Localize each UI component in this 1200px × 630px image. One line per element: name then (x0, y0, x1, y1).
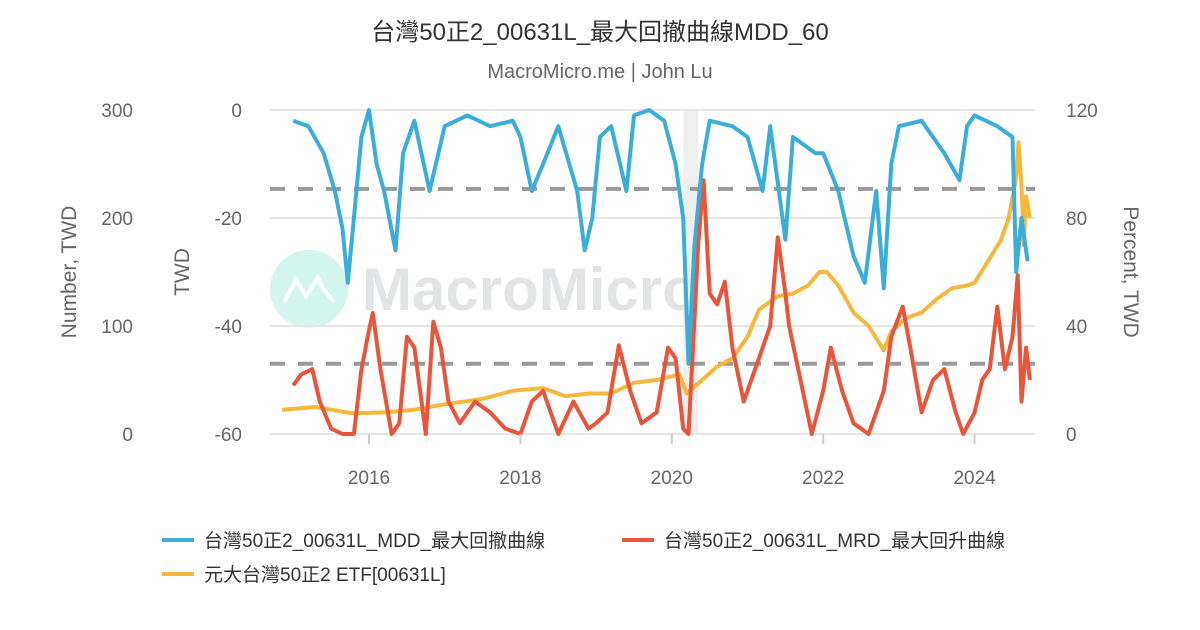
series-line-mrd (291, 178, 1032, 436)
series-group (281, 108, 1032, 436)
ticks: 0 100 200 300 -60 -40 -20 0 0 40 80 120 2016 2018 2020… (101, 101, 1097, 489)
y-tick-label-left-inner: -40 (215, 317, 242, 338)
chart-subtitle: MacroMicro.me | John Lu (487, 61, 712, 83)
y-tick-label-right: 0 (1066, 425, 1077, 446)
watermark: MacroMicro (270, 250, 699, 328)
y-tick-label-left-inner: 0 (231, 101, 242, 122)
left-inner-axis-title: TWD (171, 248, 194, 296)
left-outer-axis-title: Number, TWD (58, 206, 81, 339)
right-axis-title: Percent, TWD (1119, 206, 1142, 337)
chart-title: 台灣50正2_00631L_最大回撤曲線MDD_60 (371, 19, 829, 46)
y-tick-label-left-inner: -60 (215, 425, 242, 446)
series-line-mdd (292, 108, 1030, 366)
legend-label-mrd: 台灣50正2_00631L_MRD_最大回升曲線 (664, 530, 1005, 552)
x-tick-label: 2024 (953, 468, 996, 489)
watermark-text: MacroMicro (362, 256, 699, 323)
y-tick-label-left-outer: 100 (101, 317, 133, 338)
y-tick-label-left-outer: 0 (122, 425, 133, 446)
series-line-etf (281, 140, 1032, 416)
y-tick-label-right: 40 (1066, 317, 1087, 338)
x-tick-label: 2018 (499, 468, 541, 489)
y-tick-label-left-outer: 200 (101, 209, 133, 230)
x-tick-label: 2016 (348, 468, 390, 489)
watermark-logo-mark (282, 274, 336, 304)
y-tick-label-left-outer: 300 (101, 101, 133, 122)
legend-item-etf[interactable]: 元大台灣50正2 ETF[00631L] (162, 564, 446, 586)
y-tick-label-left-inner: -20 (215, 209, 242, 230)
y-tick-label-right: 80 (1066, 209, 1087, 230)
legend-item-mrd[interactable]: 台灣50正2_00631L_MRD_最大回升曲線 (622, 530, 1005, 552)
y-tick-label-right: 120 (1066, 101, 1098, 122)
legend-item-mdd[interactable]: 台灣50正2_00631L_MDD_最大回撤曲線 (162, 530, 545, 552)
legend: 台灣50正2_00631L_MDD_最大回撤曲線 台灣50正2_00631L_M… (162, 530, 1005, 586)
legend-label-etf: 元大台灣50正2 ETF[00631L] (204, 564, 446, 586)
x-tick-label: 2022 (802, 468, 844, 489)
x-tick-label: 2020 (651, 468, 693, 489)
legend-label-mdd: 台灣50正2_00631L_MDD_最大回撤曲線 (204, 530, 545, 552)
